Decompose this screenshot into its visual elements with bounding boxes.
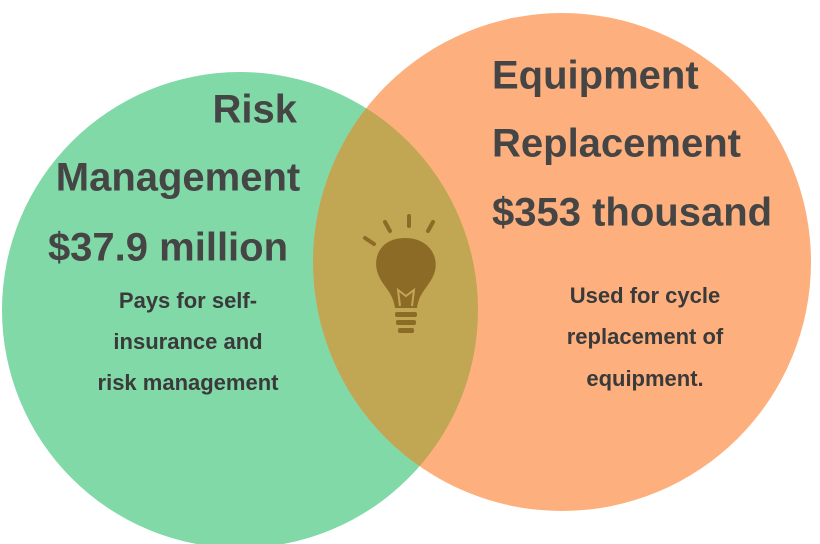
right-amount: $353 thousand	[492, 191, 772, 235]
left-description: risk management	[98, 370, 280, 395]
right-description: Used for cycle	[570, 283, 720, 308]
right-title: Replacement	[492, 122, 741, 166]
left-title: Management	[56, 156, 301, 200]
left-amount: $37.9 million	[48, 226, 288, 270]
lightbulb-icon	[363, 214, 436, 333]
right-title: Equipment	[492, 54, 699, 98]
left-title: Risk	[213, 88, 298, 132]
left-description: insurance and	[113, 329, 262, 354]
right-description: replacement of	[567, 324, 724, 349]
right-description: equipment.	[586, 366, 703, 391]
left-description: Pays for self-	[119, 288, 257, 313]
